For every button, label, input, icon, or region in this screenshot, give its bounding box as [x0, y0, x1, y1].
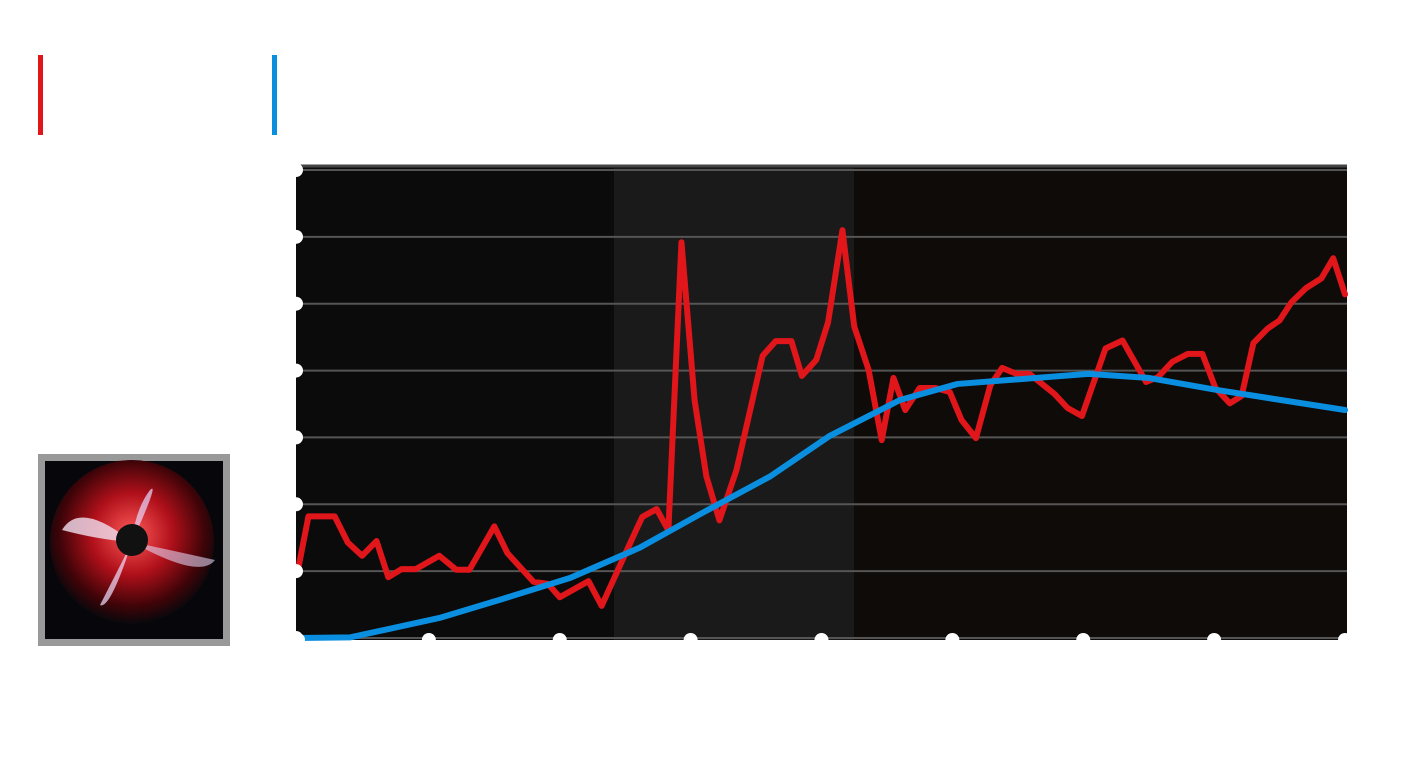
x-tick-dot [1338, 633, 1352, 647]
x-tick-dot [552, 633, 567, 647]
thumbnail [38, 454, 230, 646]
y-tick-dot [289, 363, 303, 378]
y-tick-dot [289, 229, 303, 244]
series-line [295, 227, 1348, 609]
highlight-band [614, 168, 854, 640]
y-tick-dot [289, 564, 303, 579]
x-tick-dot [945, 633, 960, 647]
x-tick-dot [1076, 633, 1091, 647]
x-tick-dot [683, 633, 698, 647]
plot-region [854, 168, 1347, 640]
series-line [295, 370, 1348, 641]
y-tick-dot [289, 430, 303, 445]
x-tick-dot [291, 633, 305, 647]
y-tick-dot [289, 296, 303, 311]
x-tick-dot [1207, 633, 1222, 647]
y-tick-dot [289, 497, 303, 512]
legend-swatch [272, 55, 277, 135]
x-tick-dot [421, 633, 436, 647]
y-tick-dot [289, 163, 303, 177]
x-tick-dot [814, 633, 829, 647]
legend-swatch [38, 55, 43, 135]
